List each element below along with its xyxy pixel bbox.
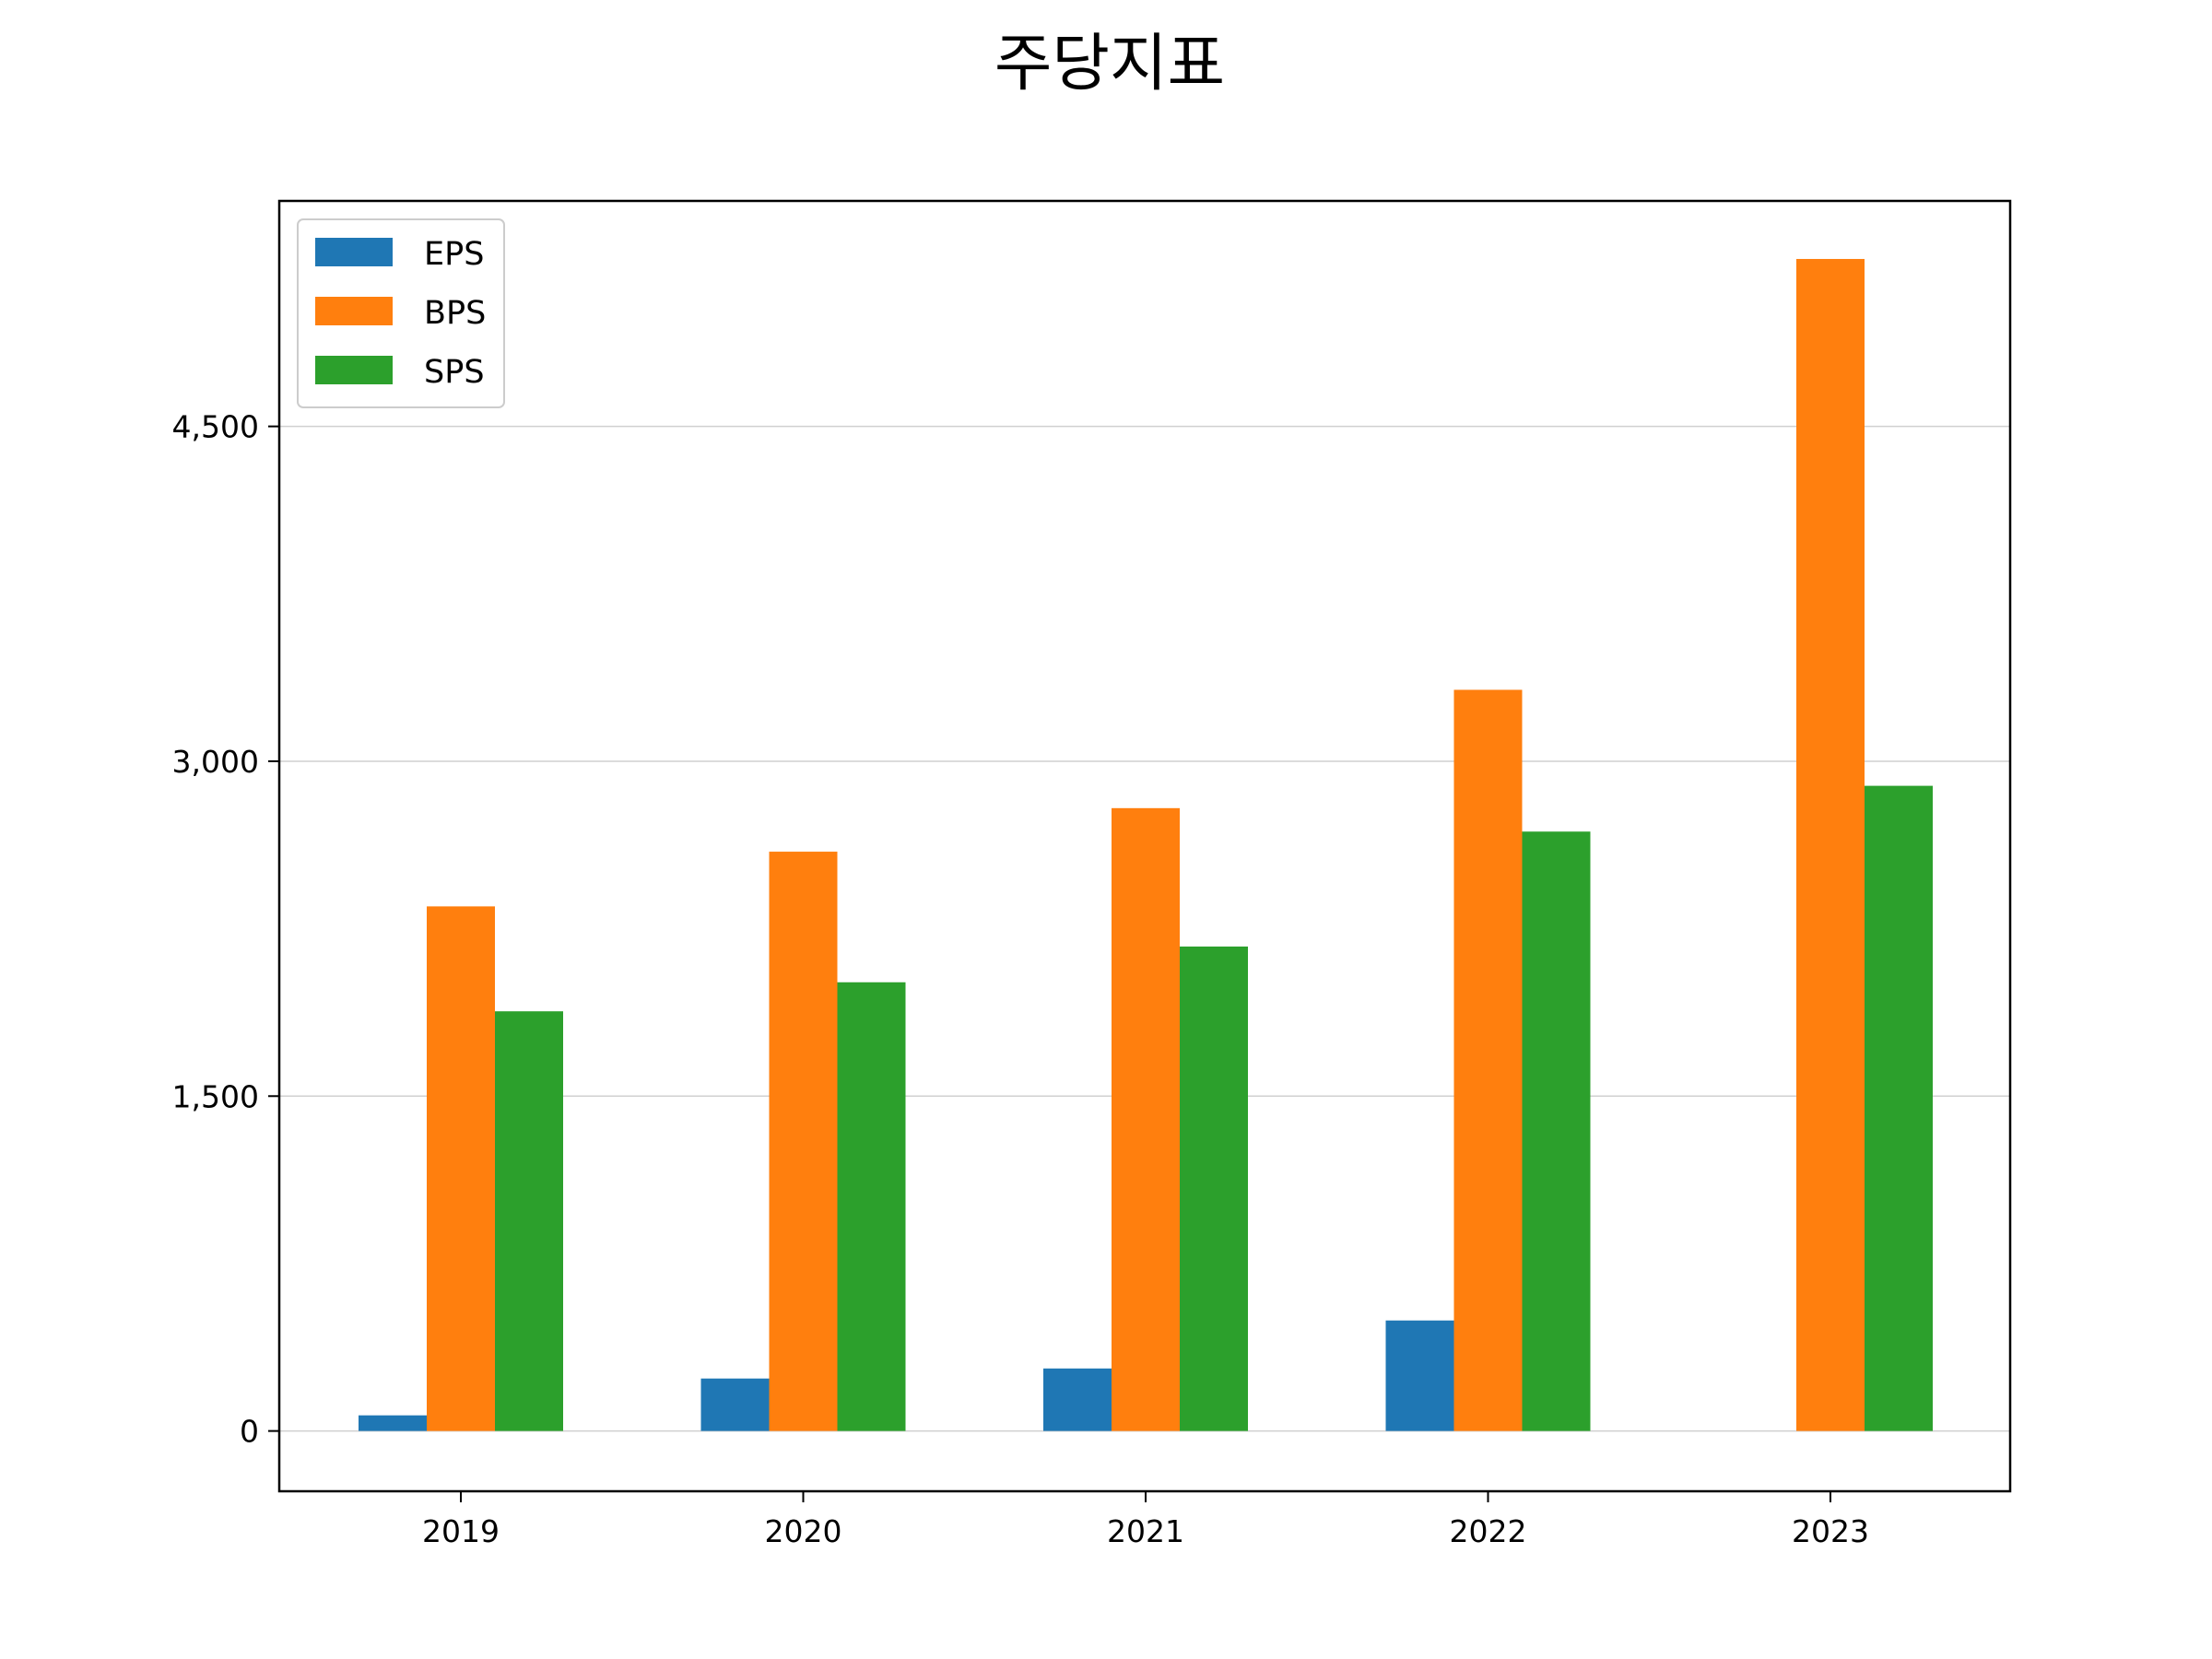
x-axis: 2019 2020 2021 2022 2023 <box>422 1491 1869 1549</box>
bar-eps-2022 <box>1385 1320 1454 1431</box>
legend-label-sps: SPS <box>424 354 485 391</box>
bar-sps-2022 <box>1522 831 1591 1431</box>
bar-eps-2019 <box>359 1415 427 1431</box>
bar-eps-2020 <box>700 1378 770 1431</box>
bar-bps-2020 <box>769 852 838 1431</box>
x-tick-label: 2022 <box>1450 1513 1527 1549</box>
bar-bps-2022 <box>1453 689 1523 1431</box>
legend: EPS BPS SPS <box>297 218 505 408</box>
bar-sps-2023 <box>1865 785 1933 1431</box>
y-tick-label: 0 <box>240 1414 259 1450</box>
bar-bps-2019 <box>427 906 495 1431</box>
y-tick-label: 4,500 <box>172 409 259 445</box>
bar-sps-2021 <box>1180 946 1248 1431</box>
x-tick-label: 2023 <box>1792 1513 1869 1549</box>
legend-swatch-eps <box>315 238 393 266</box>
bar-eps-2021 <box>1043 1368 1112 1431</box>
bars <box>359 258 1933 1431</box>
chart-title: 주당지표 <box>994 28 1225 100</box>
bar-sps-2019 <box>495 1011 563 1431</box>
y-tick-label: 3,000 <box>172 744 259 780</box>
y-tick-label: 1,500 <box>172 1078 259 1114</box>
y-axis: 0 1,500 3,000 4,500 <box>172 409 279 1450</box>
bar-bps-2023 <box>1796 258 1865 1431</box>
legend-swatch-sps <box>315 356 393 384</box>
bar-sps-2020 <box>837 982 906 1431</box>
legend-label-bps: BPS <box>424 295 486 332</box>
legend-swatch-bps <box>315 297 393 325</box>
bar-bps-2021 <box>1112 807 1180 1431</box>
x-tick-label: 2020 <box>765 1513 842 1549</box>
legend-label-eps: EPS <box>424 236 484 273</box>
x-tick-label: 2021 <box>1107 1513 1184 1549</box>
x-tick-label: 2019 <box>422 1513 500 1549</box>
